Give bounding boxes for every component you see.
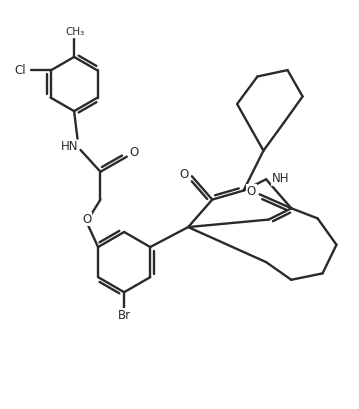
Text: NH: NH	[272, 172, 289, 185]
Text: CH₃: CH₃	[65, 27, 84, 38]
Text: HN: HN	[60, 140, 78, 153]
Text: O: O	[247, 185, 256, 198]
Text: O: O	[83, 213, 92, 226]
Text: Cl: Cl	[14, 64, 25, 77]
Text: Br: Br	[118, 309, 131, 322]
Text: O: O	[129, 146, 138, 160]
Text: O: O	[179, 168, 188, 181]
